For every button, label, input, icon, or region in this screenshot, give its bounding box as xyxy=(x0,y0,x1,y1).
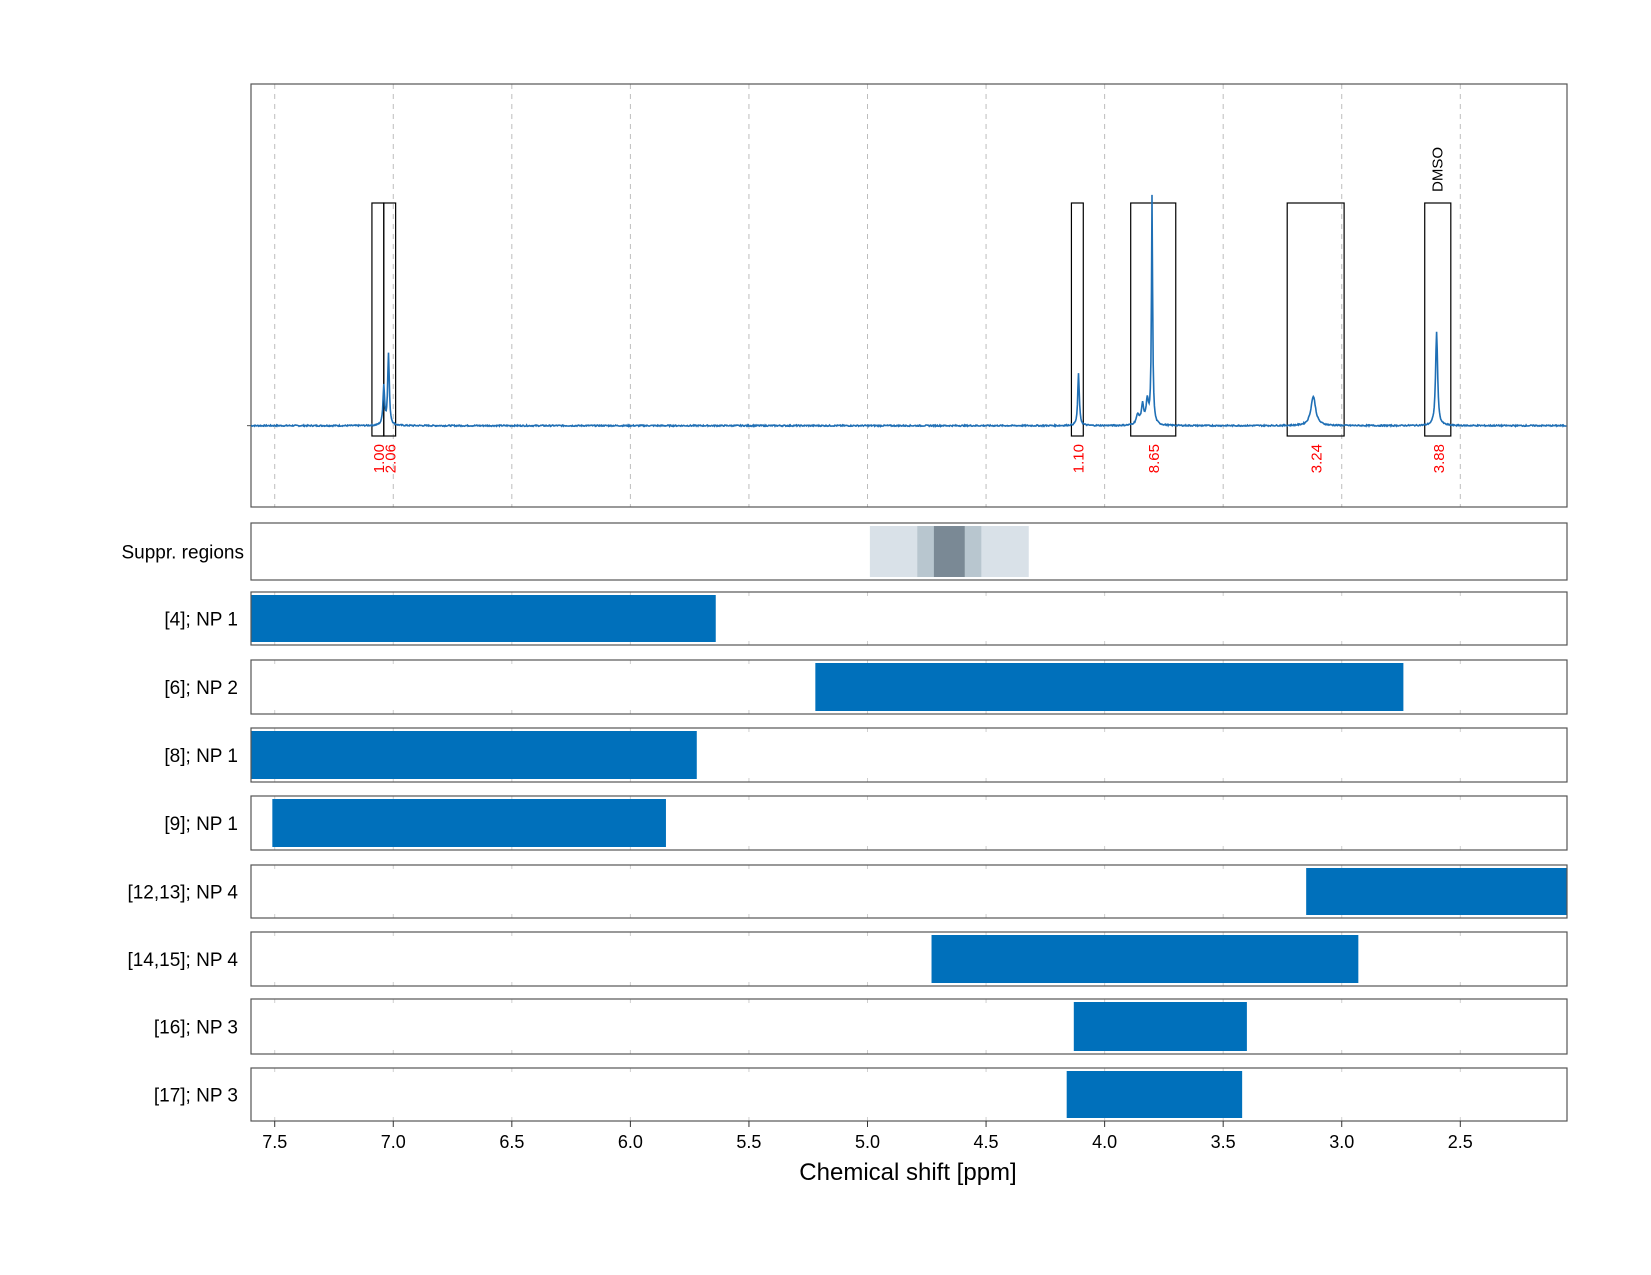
suppressed-regions-label: Suppr. regions xyxy=(121,543,244,564)
series-label: [17]; NP 3 xyxy=(154,1086,238,1107)
x-tick-label: 6.5 xyxy=(499,1132,524,1152)
series-label: [4]; NP 1 xyxy=(164,610,238,631)
integration-region-box xyxy=(1130,202,1177,437)
row-frame xyxy=(250,998,1568,1055)
integration-region-box xyxy=(371,202,385,437)
integral-value-label: 1.10 xyxy=(1070,444,1087,473)
range-bar xyxy=(251,595,716,642)
integration-region-box xyxy=(1424,202,1452,437)
suppressed-band xyxy=(933,526,965,577)
series-label: [6]; NP 2 xyxy=(164,678,238,699)
series-label: [12,13]; NP 4 xyxy=(127,883,238,904)
spectrum-panel: 1.002.06 1.10 8.65 3.24 3.88 DMSO xyxy=(247,83,1568,508)
range-bar xyxy=(251,731,697,779)
integration-region-box xyxy=(383,202,397,437)
spectrum-frame xyxy=(250,83,1568,508)
x-tick-label: 3.5 xyxy=(1211,1132,1236,1152)
range-bar xyxy=(1066,1071,1243,1118)
x-tick-label: 5.0 xyxy=(855,1132,880,1152)
x-tick-label: 7.0 xyxy=(381,1132,406,1152)
integral-value-label: 8.65 xyxy=(1146,444,1163,473)
range-bar xyxy=(272,799,666,847)
integration-region-box xyxy=(1286,202,1345,437)
row-frame xyxy=(250,727,1568,783)
range-bar xyxy=(1073,1002,1247,1051)
solvent-annotation: DMSO xyxy=(1430,147,1447,192)
x-tick-label: 4.5 xyxy=(974,1132,999,1152)
x-axis-label: Chemical shift [ppm] xyxy=(799,1159,1016,1186)
integration-region-box xyxy=(1070,202,1084,437)
integral-value-label: 1.00 xyxy=(371,444,388,473)
row-frame xyxy=(250,659,1568,715)
x-axis: 7.5 7.0 6.5 6.0 5.5 5.0 4.5 4.0 3.5 3.0 2.5 xyxy=(262,1121,1473,1152)
integral-value-label: 3.24 xyxy=(1309,444,1326,473)
series-label: [9]; NP 1 xyxy=(164,814,238,835)
series-label: [14,15]; NP 4 xyxy=(127,950,238,971)
integral-value-label: 2.06 xyxy=(383,444,400,473)
suppressed-regions-panel: Suppr. regions xyxy=(121,522,1568,581)
suppressed-frame xyxy=(250,522,1568,581)
x-tick-label: 5.5 xyxy=(736,1132,761,1152)
integral-value-label: 3.88 xyxy=(1431,444,1448,473)
row-frame xyxy=(250,591,1568,646)
range-bar xyxy=(1306,868,1567,915)
x-tick-label: 6.0 xyxy=(618,1132,643,1152)
series-label: [8]; NP 1 xyxy=(164,746,238,767)
range-bar xyxy=(815,663,1404,711)
row-frame xyxy=(250,795,1568,851)
row-frame xyxy=(250,864,1568,919)
series-label: [16]; NP 3 xyxy=(154,1018,238,1039)
row-frame xyxy=(250,931,1568,987)
spectrum-trace xyxy=(250,194,1567,429)
range-bar xyxy=(931,935,1359,983)
range-bars-panel: [4]; NP 1 [6]; NP 2 [8]; NP 1 [9]; NP 1 [12,… xyxy=(127,591,1568,1122)
x-tick-label: 4.0 xyxy=(1092,1132,1117,1152)
x-tick-label: 2.5 xyxy=(1448,1132,1473,1152)
x-tick-label: 3.0 xyxy=(1329,1132,1354,1152)
grid-lines xyxy=(274,84,1461,507)
x-tick-label: 7.5 xyxy=(262,1132,287,1152)
row-frame xyxy=(250,1067,1568,1122)
